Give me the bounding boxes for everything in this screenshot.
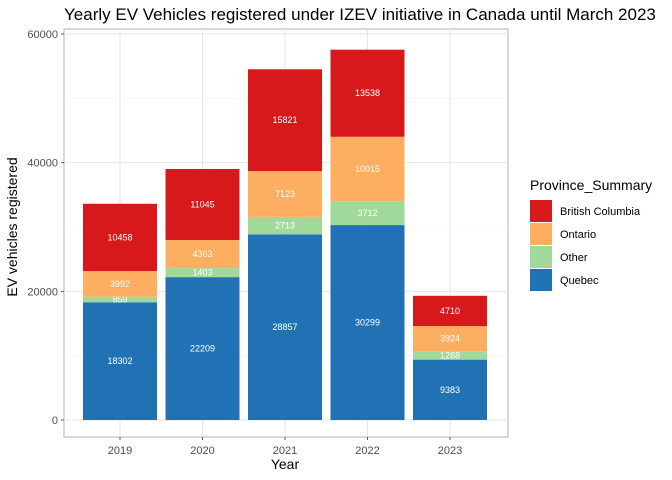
bar-quebec-2022 — [330, 225, 405, 420]
bar-ontario-2019 — [83, 271, 157, 297]
x-tick-label: 2021 — [273, 445, 297, 457]
bar-label-quebec-2021: 28857 — [272, 322, 297, 332]
bar-label-quebec-2019: 18302 — [107, 356, 132, 366]
bar-british-columbia-2020 — [165, 168, 240, 241]
bar-quebec-2021 — [248, 234, 322, 420]
bar-label-quebec-2022: 30299 — [355, 318, 380, 328]
legend-label-other: Other — [560, 252, 588, 264]
bar-label-other-2022: 3712 — [357, 208, 377, 218]
bar-ontario-2021 — [248, 171, 322, 217]
y-tick-label: 20000 — [27, 286, 58, 298]
bar-label-british-columbia-2021: 15821 — [272, 115, 297, 125]
y-tick-label: 40000 — [27, 158, 58, 170]
bar-other-2021 — [248, 216, 322, 235]
legend-key-other — [530, 246, 552, 268]
bar-label-other-2023: 1288 — [440, 350, 460, 360]
legend: Province_Summary British Columbia Ontario… — [530, 177, 652, 291]
bar-other-2023 — [413, 351, 487, 360]
bar-quebec-2020 — [165, 277, 240, 420]
bar-label-ontario-2022: 10015 — [355, 164, 380, 174]
x-tick-label: 2019 — [108, 445, 132, 457]
bar-quebec-2023 — [413, 359, 487, 420]
bar-label-british-columbia-2020: 11045 — [190, 199, 214, 209]
legend-key-ontario — [530, 223, 552, 245]
plot-area: 0 20000 40000 60000 18302 859 3992 10458 22209 14… — [27, 28, 509, 457]
bar-british-columbia-2021 — [248, 69, 322, 172]
x-tick-label: 2023 — [438, 445, 462, 457]
bar-label-other-2019: 859 — [112, 294, 127, 304]
bar-label-ontario-2019: 3992 — [110, 279, 130, 289]
legend-label-ontario: Ontario — [560, 229, 596, 241]
bar-label-quebec-2023: 9383 — [440, 385, 460, 395]
bar-label-british-columbia-2023: 4710 — [440, 306, 460, 316]
bar-label-other-2021: 2713 — [275, 221, 295, 231]
legend-key-quebec — [530, 269, 552, 291]
y-tick-label: 60000 — [27, 29, 58, 41]
bar-label-other-2020: 1403 — [192, 268, 212, 278]
bar-label-ontario-2020: 4363 — [192, 249, 212, 259]
bar-other-2020 — [165, 268, 240, 278]
bar-quebec-2019 — [83, 302, 157, 420]
bar-ontario-2023 — [413, 326, 487, 352]
bar-label-ontario-2023: 3924 — [440, 334, 460, 344]
legend-label-quebec: Quebec — [560, 275, 599, 287]
y-tick-label: 0 — [52, 415, 58, 427]
chart-title: Yearly EV Vehicles registered under IZEV… — [64, 5, 656, 24]
bar-british-columbia-2023 — [413, 295, 487, 327]
bar-label-ontario-2021: 7123 — [275, 189, 295, 199]
x-tick-label: 2020 — [190, 445, 214, 457]
bar-label-british-columbia-2022: 13538 — [355, 88, 380, 98]
bar-british-columbia-2022 — [330, 49, 405, 137]
bar-label-british-columbia-2019: 10458 — [107, 232, 132, 242]
legend-title: Province_Summary — [530, 177, 652, 193]
bar-label-quebec-2020: 22209 — [190, 344, 215, 354]
bar-ontario-2020 — [165, 240, 240, 269]
x-axis-title: Year — [271, 456, 300, 472]
y-axis-title: EV vehicles registered — [4, 157, 20, 296]
legend-key-british-columbia — [530, 200, 552, 222]
bar-british-columbia-2019 — [83, 203, 157, 272]
bar-other-2022 — [330, 201, 405, 226]
x-tick-label: 2022 — [355, 445, 379, 457]
legend-label-british-columbia: British Columbia — [560, 206, 641, 218]
bar-other-2019 — [83, 296, 157, 303]
bar-ontario-2022 — [330, 136, 405, 202]
